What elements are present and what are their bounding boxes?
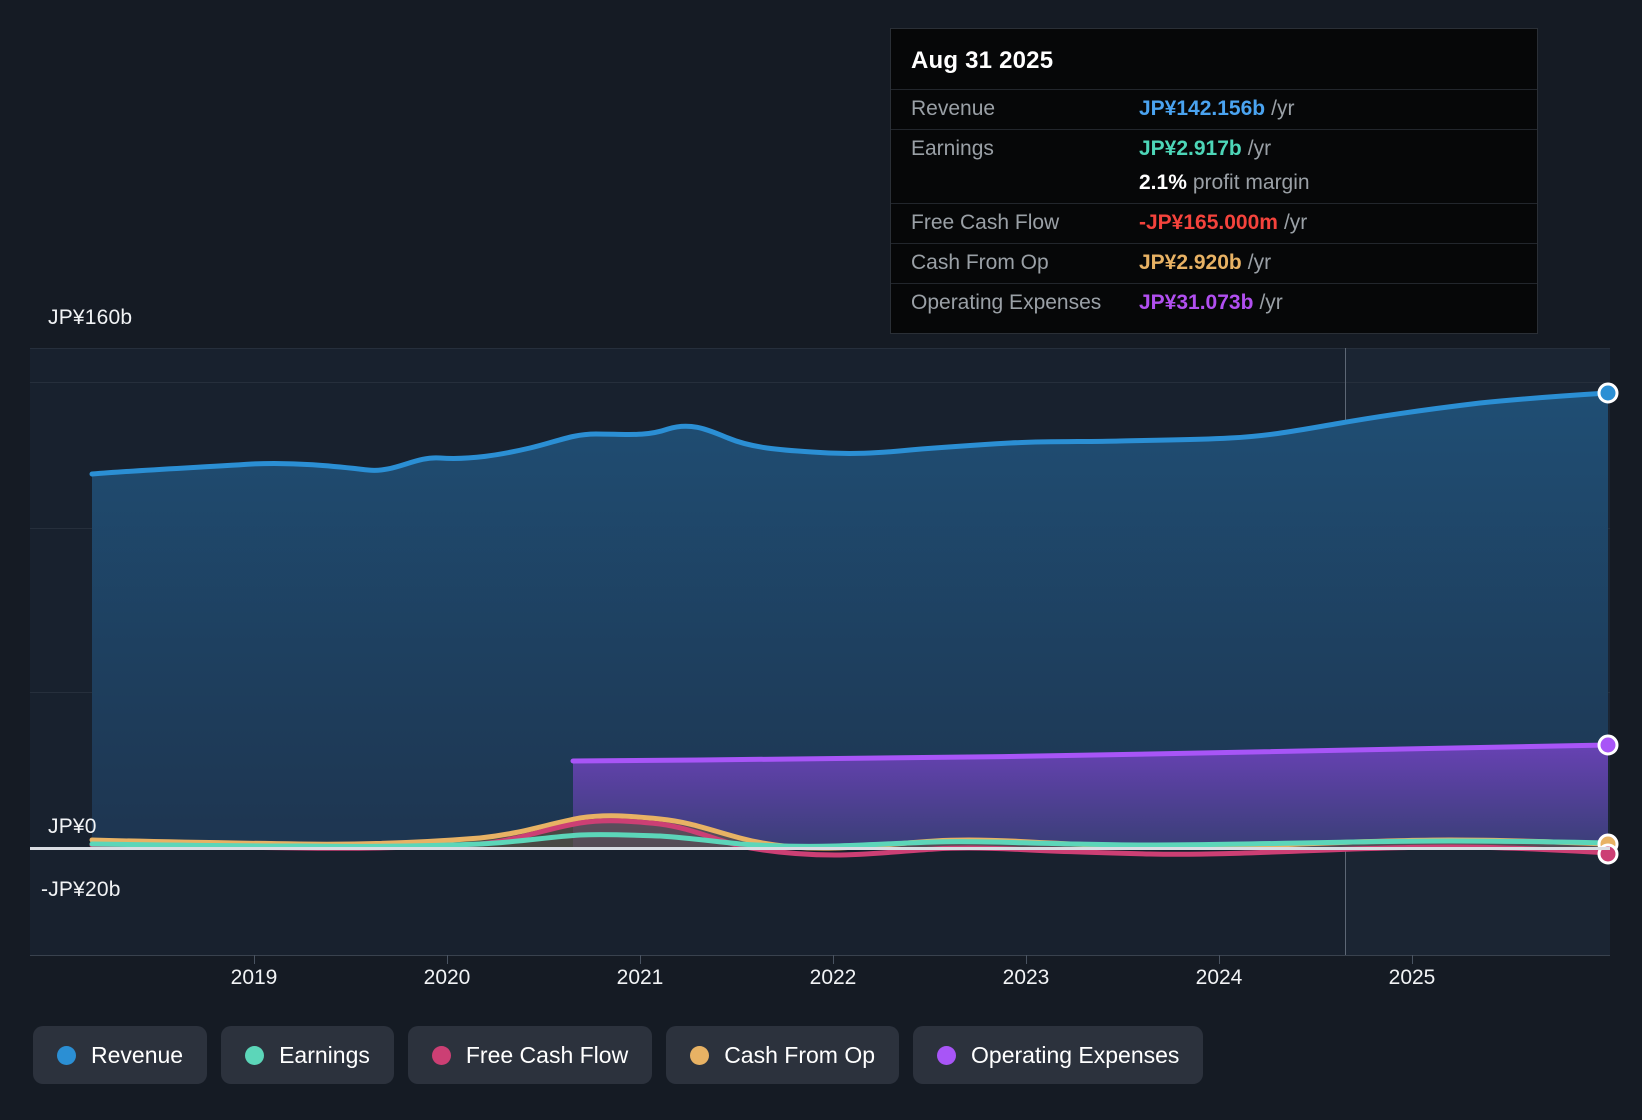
tooltip-row-revenue: Revenue JP¥142.156b /yr xyxy=(891,89,1537,129)
tooltip-unit-revenue: /yr xyxy=(1271,97,1295,120)
legend-item-free-cash-flow[interactable]: Free Cash Flow xyxy=(407,1026,653,1084)
x-axis-label-2019: 2019 xyxy=(230,966,278,989)
legend-dot-operating-expenses xyxy=(937,1045,957,1065)
tooltip-value-free-cash-flow: -JP¥165.000m xyxy=(1139,211,1278,234)
plot-highlight-region xyxy=(1345,348,1610,955)
legend-dot-earnings xyxy=(245,1045,265,1065)
tooltip-row-cash-from-op: Cash From Op JP¥2.920b /yr xyxy=(891,243,1537,283)
legend-item-cash-from-op[interactable]: Cash From Op xyxy=(666,1026,900,1084)
x-axis-line xyxy=(30,955,1610,956)
tooltip-unit-operating-expenses: /yr xyxy=(1259,291,1283,314)
y-axis-label-bottom: -JP¥20b xyxy=(41,878,121,901)
legend-item-operating-expenses[interactable]: Operating Expenses xyxy=(913,1026,1204,1084)
gridline-100 xyxy=(30,528,1610,529)
tooltip-value-cash-from-op: JP¥2.920b xyxy=(1139,251,1242,274)
gridline-160 xyxy=(30,348,1610,349)
gridline-50 xyxy=(30,692,1610,693)
gridline-148 xyxy=(30,382,1610,383)
x-tick-2019 xyxy=(254,955,255,964)
x-axis-label-2021: 2021 xyxy=(616,966,664,989)
legend-dot-cash-from-op xyxy=(690,1045,710,1065)
tooltip-label-profit-margin: profit margin xyxy=(1192,171,1310,194)
tooltip-row-profit-margin: 2.1% profit margin xyxy=(891,169,1537,203)
tooltip-label-free-cash-flow: Free Cash Flow xyxy=(911,211,1060,234)
x-tick-2020 xyxy=(447,955,448,964)
x-axis-label-2025: 2025 xyxy=(1388,966,1436,989)
chart-tooltip: Aug 31 2025 Revenue JP¥142.156b /yr Earn… xyxy=(890,28,1538,334)
x-axis-label-2022: 2022 xyxy=(809,966,857,989)
legend-dot-revenue xyxy=(57,1045,76,1065)
legend-label-earnings: Earnings xyxy=(279,1041,370,1068)
x-tick-2024 xyxy=(1219,955,1220,964)
x-axis-label-2020: 2020 xyxy=(423,966,471,989)
tooltip-value-revenue: JP¥142.156b xyxy=(1139,97,1266,120)
chart-legend: Revenue Earnings Free Cash Flow Cash Fro… xyxy=(33,1026,1204,1084)
legend-label-free-cash-flow: Free Cash Flow xyxy=(465,1041,629,1068)
tooltip-value-operating-expenses: JP¥31.073b xyxy=(1139,291,1254,314)
tooltip-value-profit-margin: 2.1% xyxy=(1139,171,1187,194)
y-axis-label-top: JP¥160b xyxy=(48,306,133,329)
x-tick-2025 xyxy=(1412,955,1413,964)
legend-dot-free-cash-flow xyxy=(431,1045,451,1065)
x-axis-label-2024: 2024 xyxy=(1195,966,1243,989)
tooltip-unit-cash-from-op: /yr xyxy=(1247,251,1272,274)
x-tick-2023 xyxy=(1026,955,1027,964)
legend-item-revenue[interactable]: Revenue xyxy=(33,1026,208,1084)
tooltip-label-cash-from-op: Cash From Op xyxy=(911,251,1049,274)
tooltip-label-operating-expenses: Operating Expenses xyxy=(911,291,1102,314)
tooltip-value-earnings: JP¥2.917b xyxy=(1139,137,1242,160)
legend-label-operating-expenses: Operating Expenses xyxy=(971,1041,1180,1068)
legend-label-cash-from-op: Cash From Op xyxy=(724,1041,876,1068)
y-axis-label-zero: JP¥0 xyxy=(48,815,97,838)
zero-line xyxy=(30,847,1610,850)
tooltip-date: Aug 31 2025 xyxy=(911,47,1054,74)
legend-label-revenue: Revenue xyxy=(91,1041,184,1068)
tooltip-row-operating-expenses: Operating Expenses JP¥31.073b /yr xyxy=(891,283,1537,323)
x-tick-2022 xyxy=(833,955,834,964)
tooltip-label-revenue: Revenue xyxy=(911,97,996,120)
tooltip-row-earnings: Earnings JP¥2.917b /yr xyxy=(891,129,1537,169)
cursor-line xyxy=(1345,348,1346,955)
tooltip-unit-earnings: /yr xyxy=(1247,137,1272,160)
x-axis-label-2023: 2023 xyxy=(1002,966,1050,989)
x-tick-2021 xyxy=(640,955,641,964)
tooltip-row-free-cash-flow: Free Cash Flow -JP¥165.000m /yr xyxy=(891,203,1537,243)
legend-item-earnings[interactable]: Earnings xyxy=(221,1026,394,1084)
tooltip-unit-free-cash-flow: /yr xyxy=(1283,211,1308,234)
tooltip-label-earnings: Earnings xyxy=(911,137,994,160)
